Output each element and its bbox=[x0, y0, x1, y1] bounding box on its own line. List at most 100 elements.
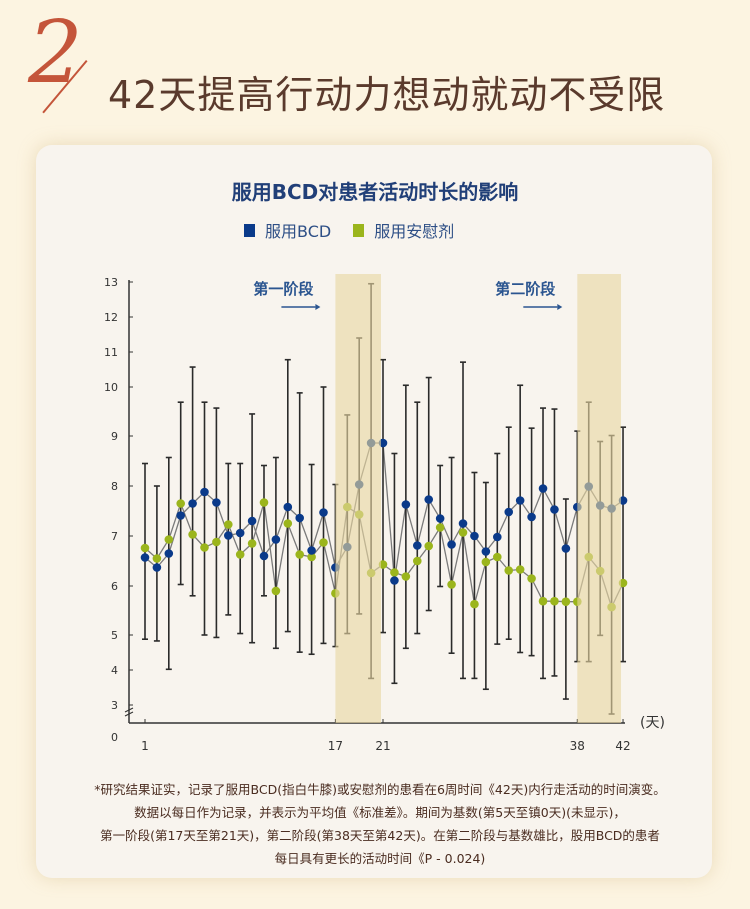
data-point-placebo bbox=[235, 550, 245, 559]
data-point-placebo bbox=[401, 572, 411, 581]
footnote-line: 每日具有更长的活动时间《P - 0.024) bbox=[274, 851, 486, 866]
data-point-bcd bbox=[307, 546, 316, 555]
data-point-bcd bbox=[224, 531, 233, 540]
legend-swatch-bcd bbox=[244, 223, 255, 237]
data-point-bcd bbox=[481, 547, 491, 556]
phase-band bbox=[335, 274, 381, 723]
data-point-bcd bbox=[283, 502, 293, 512]
x-tick-label: 17 bbox=[328, 739, 343, 753]
data-point-bcd bbox=[235, 528, 245, 538]
data-point-bcd bbox=[515, 496, 525, 505]
data-point-bcd bbox=[550, 505, 559, 514]
data-point-placebo bbox=[550, 596, 559, 606]
data-point-placebo bbox=[424, 541, 434, 551]
phase-label: 第一阶段 bbox=[253, 280, 313, 298]
data-point-placebo bbox=[481, 557, 491, 567]
arrow-right-icon bbox=[315, 304, 321, 310]
data-point-bcd bbox=[188, 499, 197, 508]
legend-item-bcd: 服用BCD bbox=[244, 218, 331, 242]
data-point-bcd bbox=[152, 563, 162, 572]
data-point-placebo bbox=[515, 565, 525, 574]
legend-item-placebo: 服用安慰剂 bbox=[353, 218, 454, 242]
arrow-right-icon bbox=[557, 304, 563, 310]
data-point-placebo bbox=[200, 543, 209, 552]
data-point-placebo bbox=[458, 528, 468, 537]
y-tick-label: 10 bbox=[104, 381, 118, 394]
data-point-placebo bbox=[164, 535, 174, 544]
data-point-placebo bbox=[435, 523, 445, 532]
data-point-placebo bbox=[319, 538, 328, 547]
y-tick-label: 3 bbox=[111, 699, 118, 712]
data-point-placebo bbox=[259, 498, 269, 507]
data-point-placebo bbox=[470, 599, 479, 609]
phase-label: 第二阶段 bbox=[495, 280, 555, 298]
y-tick-label: 9 bbox=[111, 430, 118, 443]
data-point-bcd bbox=[295, 513, 305, 523]
data-point-bcd bbox=[212, 498, 221, 507]
data-point-bcd bbox=[561, 544, 571, 553]
x-tick-label: 21 bbox=[375, 739, 390, 753]
data-point-placebo bbox=[247, 539, 257, 548]
data-point-bcd bbox=[247, 516, 257, 526]
data-point-bcd bbox=[390, 576, 399, 585]
x-tick-label: 42 bbox=[615, 739, 630, 753]
data-point-placebo bbox=[538, 596, 548, 606]
chart-legend: 服用BCD 服用安慰剂 bbox=[244, 218, 454, 242]
y-tick-label: 12 bbox=[104, 311, 118, 324]
legend-swatch-placebo bbox=[353, 223, 365, 237]
data-point-placebo bbox=[271, 586, 281, 596]
section-number: 2 bbox=[28, 3, 83, 103]
data-point-placebo bbox=[212, 537, 221, 547]
data-point-bcd bbox=[164, 549, 174, 558]
axis-break-icon bbox=[124, 707, 134, 717]
data-point-placebo bbox=[188, 530, 197, 539]
footnote-line: 数据以每日作为记录，并表示为平均值《标准差》。期间为基数(第5天至镇0天)(未显… bbox=[134, 805, 626, 820]
data-point-bcd bbox=[424, 495, 434, 504]
legend-label-bcd: 服用BCD bbox=[265, 222, 332, 241]
data-point-placebo bbox=[527, 574, 536, 583]
data-point-bcd bbox=[176, 511, 185, 520]
y-tick-label: 11 bbox=[104, 346, 118, 359]
data-point-bcd bbox=[435, 514, 445, 523]
data-point-placebo bbox=[152, 554, 162, 563]
x-tick-label: 38 bbox=[570, 739, 585, 753]
y-tick-label: 7 bbox=[111, 530, 118, 543]
y-tick-label: 13 bbox=[104, 276, 118, 289]
data-point-placebo bbox=[295, 550, 305, 559]
data-point-bcd bbox=[538, 484, 548, 493]
footnote-line: 第一阶段(第17天至第21天)，第二阶段(第38天至第42天)。在第二阶段与基数… bbox=[100, 828, 660, 843]
data-point-placebo bbox=[307, 552, 316, 562]
y-tick-label: 8 bbox=[111, 480, 118, 493]
data-point-bcd bbox=[319, 508, 328, 517]
data-point-placebo bbox=[504, 566, 514, 575]
x-axis-label: (天) bbox=[640, 715, 665, 731]
data-point-bcd bbox=[447, 540, 456, 549]
page-title: 42天提高行动力想动就动不受限 bbox=[108, 73, 666, 117]
data-point-bcd bbox=[493, 532, 502, 542]
data-point-placebo bbox=[561, 597, 571, 606]
data-point-placebo bbox=[447, 580, 456, 589]
data-point-placebo bbox=[390, 568, 399, 577]
x-tick-label: 1 bbox=[141, 739, 149, 753]
data-point-placebo bbox=[493, 552, 502, 562]
data-point-bcd bbox=[200, 487, 209, 497]
chart-title: 服用BCD对患者活动时长的影响 bbox=[231, 180, 519, 204]
y-zero-label: 0 bbox=[111, 731, 118, 744]
data-point-placebo bbox=[176, 499, 185, 508]
y-tick-label: 4 bbox=[111, 664, 118, 677]
phase-band bbox=[577, 274, 622, 723]
data-point-placebo bbox=[224, 520, 233, 529]
data-point-bcd bbox=[504, 507, 514, 517]
data-point-placebo bbox=[283, 519, 293, 528]
data-point-bcd bbox=[259, 551, 269, 561]
data-point-placebo bbox=[140, 543, 150, 553]
footnote-line: *研究结果证实，记录了服用BCD(指白牛膝)或安慰剂的患看在6周时间《42天)内… bbox=[94, 782, 666, 797]
legend-label-placebo: 服用安慰剂 bbox=[374, 222, 455, 241]
data-point-bcd bbox=[401, 500, 411, 509]
data-point-bcd bbox=[140, 553, 150, 562]
data-point-bcd bbox=[412, 541, 422, 550]
footnote: *研究结果证实，记录了服用BCD(指白牛膝)或安慰剂的患看在6周时间《42天)内… bbox=[60, 778, 700, 870]
data-point-bcd bbox=[271, 535, 281, 544]
data-point-bcd bbox=[527, 512, 536, 522]
